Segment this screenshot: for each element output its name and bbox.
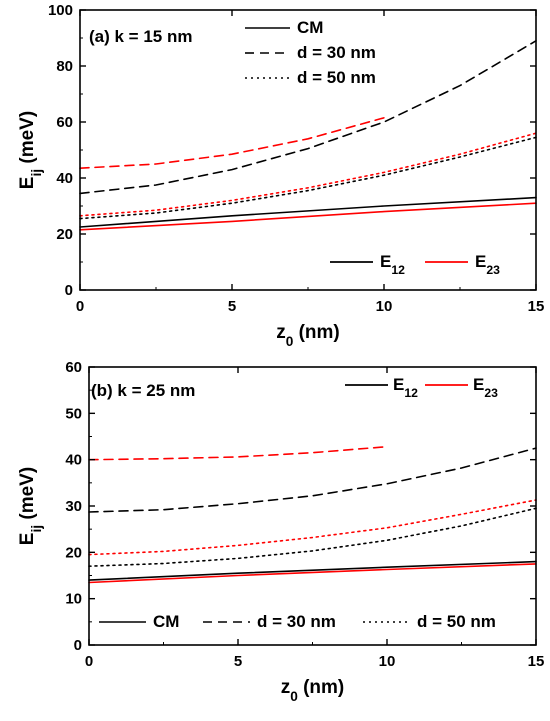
y-tick-label: 20 [65,544,82,561]
series-line-d-30-nm-e23 [88,445,388,461]
series-line-d-50-nm-e23 [88,499,537,556]
x-tick-label: 0 [85,653,93,670]
y-tick-label: 30 [65,498,82,515]
y-tick-label: 20 [56,226,73,243]
x-tick-label: 10 [379,653,396,670]
y-tick-label: 0 [65,282,73,299]
x-tick-label: 15 [528,298,545,315]
y-tick-label: 80 [56,58,73,75]
plot-frame [88,366,537,646]
y-tick-label: 60 [56,114,73,131]
y-tick-label: 50 [65,405,82,422]
x-axis-label: z0 (nm) [281,677,345,704]
series-line-d-50-nm-e23 [79,132,537,217]
y-tick-label: 60 [65,359,82,376]
y-tick-label: 10 [65,591,82,608]
legend-label: d = 50 nm [297,68,376,87]
x-tick-label: 10 [376,298,393,315]
series-line-d-50-nm-e12 [79,136,537,220]
legend-label: d = 30 nm [257,612,336,631]
series-line-d-30-nm-e12 [88,447,537,513]
panel-b: 0 5 10 15 0 10 20 30 40 50 60 z0 (nm) Eij (meV) (b) k… [17,359,544,704]
x-tick-label: 5 [228,298,236,315]
legend-label-e23: E23 [475,252,500,277]
y-tick-label: 40 [56,170,73,187]
series-line-cm-e12 [79,196,537,228]
legend-label-e12: E12 [393,375,418,400]
y-tick-label: 0 [74,637,82,654]
series-line-d-30-nm-e23 [79,117,385,169]
legend-label: CM [153,612,179,631]
panel-tag: (a) k = 15 nm [89,27,192,46]
series-line-cm-e12 [88,560,537,581]
y-tick-label: 40 [65,452,82,469]
y-tick-label: 100 [48,2,73,19]
series-line-cm-e23 [88,563,537,584]
legend-label-e23: E23 [473,375,498,400]
y-axis-label: Eij (meV) [17,111,44,189]
x-tick-label: 0 [76,298,84,315]
x-tick-label: 15 [528,653,545,670]
y-axis-label: Eij (meV) [17,467,44,545]
series-line-cm-e23 [79,202,537,231]
legend-label-e12: E12 [380,252,405,277]
series-line-d-30-nm-e12 [79,39,537,195]
panel-a: 0 5 10 15 0 20 40 60 80 100 z0 (nm) Eij (meV) (a) k … [17,2,544,349]
x-tick-label: 5 [234,653,242,670]
legend-label: CM [297,18,323,37]
x-axis-label: z0 (nm) [276,322,340,349]
legend-label: d = 30 nm [297,43,376,62]
series-line-d-50-nm-e12 [88,507,537,568]
legend-label: d = 50 nm [417,612,496,631]
panel-tag: (b) k = 25 nm [91,381,195,400]
